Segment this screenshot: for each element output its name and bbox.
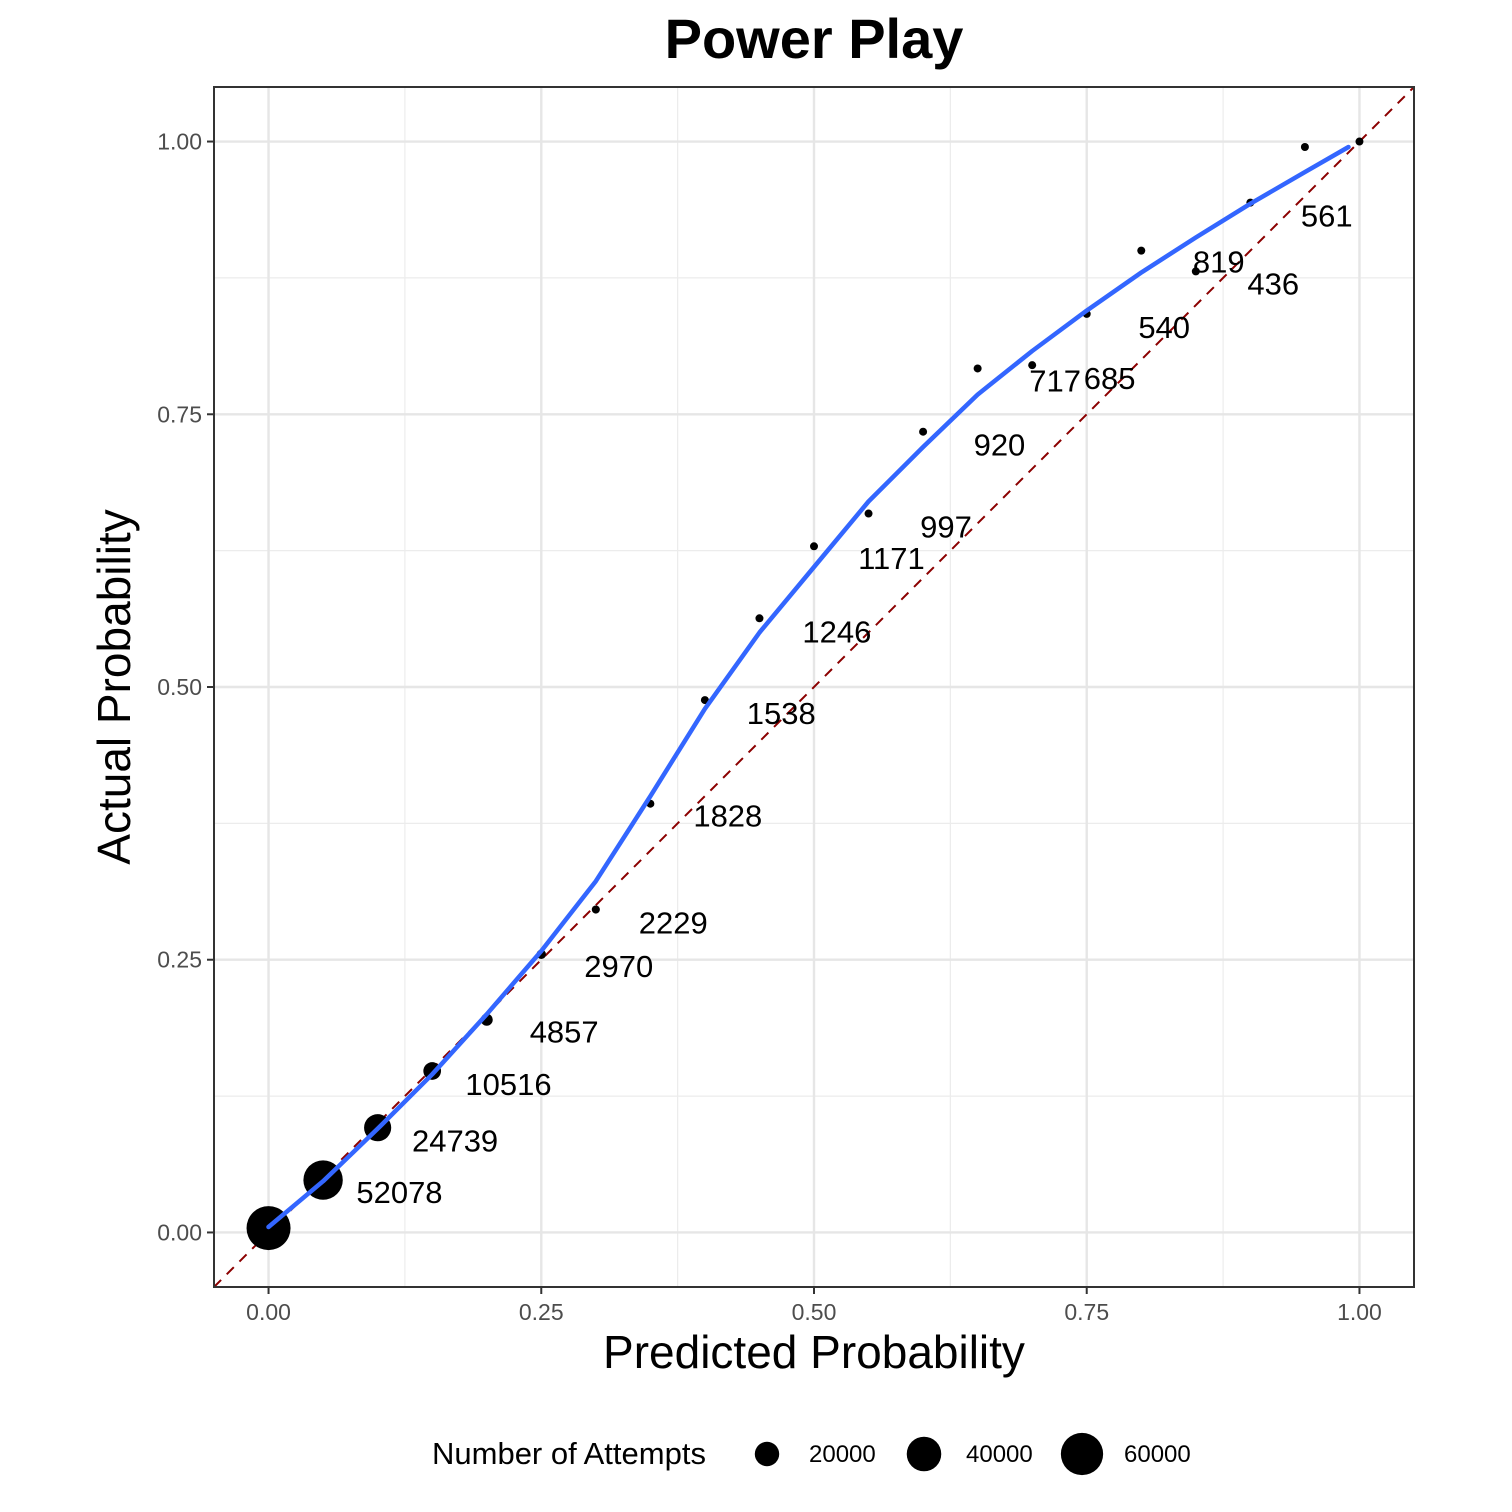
reference-diagonal — [213, 86, 1415, 1288]
legend-key — [906, 1436, 942, 1472]
major-gridlines — [214, 87, 1414, 1287]
point-label: 717 — [1029, 363, 1081, 398]
x-tick-label: 0.25 — [519, 1299, 564, 1325]
data-point — [591, 905, 600, 914]
y-tick-label: 0.25 — [157, 947, 202, 973]
point-label: 10516 — [465, 1067, 551, 1102]
point-label: 1828 — [693, 799, 762, 834]
data-point — [864, 509, 873, 518]
point-label: 2229 — [639, 906, 708, 941]
point-label: 540 — [1138, 310, 1190, 345]
point-label: 819 — [1193, 244, 1245, 279]
point-label: 4857 — [530, 1015, 599, 1050]
legend: Number of Attempts 20000 40000 60000 — [432, 1432, 1191, 1476]
data-point — [1137, 246, 1146, 255]
point-label: 1171 — [858, 541, 925, 576]
smooth-line — [266, 144, 1351, 1230]
y-axis-label: Actual Probability — [88, 509, 140, 864]
point-label: 52078 — [356, 1175, 442, 1210]
x-tick-label: 1.00 — [1337, 1299, 1382, 1325]
data-point — [973, 364, 982, 373]
point-label: 24739 — [412, 1124, 498, 1159]
x-tick-label: 0.50 — [792, 1299, 837, 1325]
x-tick-label: 0.00 — [246, 1299, 291, 1325]
point-labels: 52078 24739 10516 4857 2970 2229 1828 1538 1246 1… — [356, 199, 1352, 1210]
chart-title: Power Play — [665, 7, 964, 70]
data-point — [1028, 361, 1037, 370]
data-point — [1300, 143, 1309, 151]
legend-title: Number of Attempts — [432, 1436, 706, 1471]
point-label: 685 — [1084, 361, 1136, 396]
reference-line — [213, 86, 1415, 1288]
legend-label: 40000 — [966, 1441, 1033, 1468]
legend-label: 60000 — [1124, 1441, 1191, 1468]
point-label: 997 — [920, 510, 972, 545]
point-label: 561 — [1301, 199, 1353, 234]
x-axis: 0.00 0.25 0.50 0.75 1.00 — [246, 1287, 1382, 1325]
x-axis-label: Predicted Probability — [603, 1326, 1025, 1378]
y-axis: 0.00 0.25 0.50 0.75 1.00 — [157, 129, 214, 1245]
legend-key — [754, 1441, 780, 1467]
smooth-curve — [266, 144, 1351, 1230]
data-point — [1355, 137, 1364, 146]
data-point — [810, 542, 818, 551]
y-tick-label: 1.00 — [157, 129, 202, 155]
y-tick-label: 0.75 — [157, 401, 202, 427]
point-label: 920 — [974, 428, 1026, 463]
point-label: 436 — [1247, 266, 1299, 301]
data-point — [755, 614, 764, 623]
point-label: 1246 — [802, 614, 871, 649]
x-tick-label: 0.75 — [1064, 1299, 1109, 1325]
point-label: 1538 — [747, 696, 816, 731]
y-tick-label: 0.00 — [157, 1219, 202, 1245]
data-point — [700, 696, 709, 705]
data-point — [919, 427, 928, 436]
legend-label: 20000 — [809, 1441, 876, 1468]
y-tick-label: 0.50 — [157, 674, 202, 700]
point-label: 2970 — [584, 949, 653, 984]
data-point — [1191, 267, 1200, 276]
legend-key — [1060, 1432, 1104, 1476]
